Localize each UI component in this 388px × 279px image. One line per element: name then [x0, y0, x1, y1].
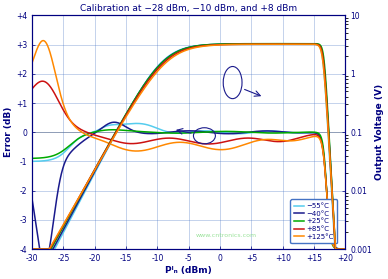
+85°C [174, 137, 178, 140]
Legend: −55°C, −40°C, +25°C, +85°C, +125°C: −55°C, −40°C, +25°C, +85°C, +125°C [291, 199, 337, 243]
−55°C [343, 247, 348, 251]
+85°C [341, 248, 346, 251]
+125°C [334, 247, 339, 250]
Line: +125°C: +125°C [32, 41, 345, 249]
−40°C [112, 121, 116, 124]
+125°C [46, 45, 50, 49]
+25°C [46, 155, 50, 159]
+125°C [30, 61, 35, 64]
+85°C [182, 138, 187, 142]
X-axis label: Pᴵₙ (dBm): Pᴵₙ (dBm) [165, 266, 212, 275]
+25°C [334, 247, 339, 250]
Line: +25°C: +25°C [32, 130, 345, 249]
−40°C [334, 247, 339, 250]
+25°C [343, 247, 348, 251]
Line: −55°C: −55°C [32, 123, 345, 249]
−40°C [174, 130, 179, 133]
−40°C [277, 130, 281, 133]
−40°C [334, 246, 339, 250]
−55°C [334, 246, 339, 250]
+25°C [111, 128, 115, 131]
−40°C [30, 197, 35, 201]
+25°C [174, 131, 178, 135]
Y-axis label: Output Voltage (V): Output Voltage (V) [375, 84, 384, 180]
+85°C [46, 83, 50, 86]
+125°C [334, 247, 339, 251]
+25°C [277, 131, 281, 135]
+125°C [41, 39, 45, 42]
Text: www.cntronics.com: www.cntronics.com [196, 232, 257, 237]
+125°C [174, 141, 178, 144]
−55°C [46, 158, 50, 162]
+85°C [30, 87, 35, 90]
+25°C [182, 131, 187, 135]
−55°C [277, 130, 281, 133]
+85°C [277, 140, 281, 143]
Line: +85°C: +85°C [32, 81, 345, 249]
+25°C [30, 157, 35, 160]
−55°C [182, 131, 187, 134]
+85°C [343, 248, 348, 251]
+125°C [340, 248, 344, 251]
+125°C [343, 248, 348, 251]
−55°C [30, 160, 35, 163]
−40°C [182, 129, 187, 133]
+85°C [334, 247, 339, 250]
+85°C [40, 80, 45, 83]
−55°C [174, 131, 178, 135]
Y-axis label: Error (dB): Error (dB) [4, 107, 13, 157]
−55°C [334, 246, 339, 250]
−55°C [134, 122, 139, 125]
−40°C [343, 247, 348, 251]
Line: −40°C: −40°C [32, 122, 345, 263]
+125°C [182, 141, 187, 144]
+25°C [334, 247, 339, 250]
+125°C [277, 138, 281, 142]
−40°C [42, 261, 47, 264]
Title: Calibration at −28 dBm, −10 dBm, and +8 dBm: Calibration at −28 dBm, −10 dBm, and +8 … [80, 4, 297, 13]
+85°C [334, 247, 339, 250]
−40°C [46, 253, 50, 256]
